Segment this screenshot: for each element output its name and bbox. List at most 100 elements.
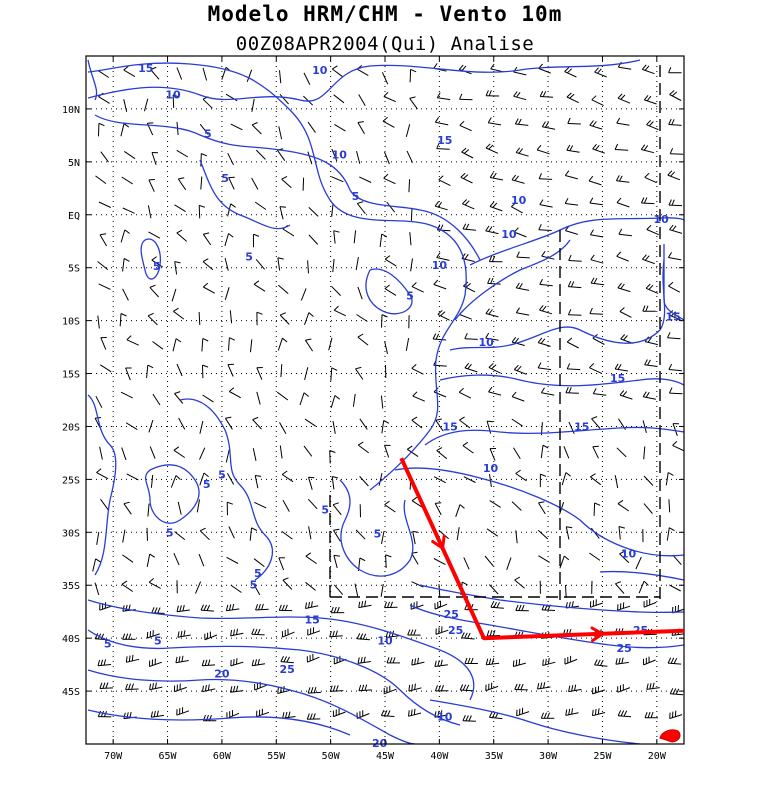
wind-barb-feather — [493, 601, 497, 608]
wind-barb — [668, 124, 682, 126]
wind-barb — [384, 341, 388, 355]
wind-barb — [463, 476, 476, 483]
wind-barb — [202, 394, 214, 403]
wind-barb — [121, 583, 134, 592]
wind-barb — [618, 233, 632, 237]
wind-barb — [173, 310, 185, 320]
wind-barb-feather — [594, 708, 597, 716]
wind-barb-feather — [488, 386, 493, 393]
wind-barb-feather — [669, 387, 673, 394]
wind-barb-feather — [462, 684, 467, 691]
wind-barb — [539, 204, 553, 208]
wind-barb-feather — [411, 496, 418, 502]
wind-barb-feather — [178, 656, 181, 663]
wind-barb-feather — [514, 337, 519, 344]
wind-barb-feather — [156, 710, 159, 717]
wind-barb-feather — [277, 257, 284, 260]
wind-barb-feather — [597, 68, 602, 74]
wind-barb-feather — [542, 659, 544, 666]
contour-label: 10 — [654, 213, 670, 226]
wind-barb-feather — [98, 122, 105, 127]
wind-barb — [279, 422, 287, 434]
wind-barb-feather — [126, 335, 132, 341]
wind-barb — [252, 419, 262, 430]
wind-barb — [411, 286, 424, 293]
wind-barb — [540, 96, 554, 98]
wind-barb-feather — [122, 633, 126, 640]
contour-label: 5 — [153, 260, 161, 273]
wind-barb — [513, 447, 521, 460]
wind-barb-feather — [257, 658, 260, 665]
wind-barb — [386, 201, 396, 213]
wind-barb-feather — [202, 685, 204, 692]
wind-barb — [619, 553, 630, 564]
wind-barb — [199, 447, 206, 460]
wind-barb — [254, 501, 267, 509]
wind-barb — [200, 176, 203, 190]
contour-label: 10 — [377, 635, 393, 648]
wind-barb-feather — [204, 659, 208, 666]
wind-barb — [409, 98, 418, 110]
wind-barb — [515, 123, 529, 126]
wind-barb-feather — [147, 312, 154, 317]
contour-label: 15 — [665, 311, 680, 324]
wind-barb-feather — [229, 337, 236, 341]
lat-tick-label: 45S — [62, 687, 80, 698]
wind-barb — [539, 309, 553, 315]
wind-barb-feather — [570, 281, 575, 288]
wind-barb — [433, 558, 446, 566]
wind-barb-feather — [331, 367, 338, 371]
wind-barb — [178, 417, 186, 430]
wind-barb — [147, 205, 152, 219]
wind-barb — [459, 314, 472, 320]
wind-barb — [434, 503, 442, 516]
wind-barb-feather — [461, 253, 466, 259]
wind-barb-feather — [310, 687, 314, 694]
wind-barb-feather — [203, 604, 208, 611]
wind-barb-feather — [513, 364, 519, 370]
wind-barb — [384, 258, 397, 267]
wind-barb — [254, 684, 267, 691]
wind-barb — [638, 581, 645, 594]
contour-label: 10 — [478, 336, 494, 349]
wind-barb-feather — [386, 657, 390, 664]
wind-barb-feather — [461, 581, 468, 586]
wind-barb — [566, 341, 579, 349]
lon-tick-label: 40W — [430, 751, 449, 762]
wind-barb — [385, 554, 387, 568]
wind-barb — [459, 124, 472, 132]
wind-barb — [333, 530, 341, 542]
lon-tick-label: 60W — [213, 751, 232, 762]
wind-barb — [228, 337, 230, 351]
wind-barb — [100, 151, 109, 163]
wind-barb-feather — [438, 175, 444, 181]
wind-barb — [515, 152, 529, 157]
wind-barb — [200, 153, 202, 167]
wind-barbs-strong — [94, 599, 684, 722]
wind-barb-feather — [254, 659, 257, 666]
wind-barb — [356, 314, 368, 322]
wind-barb-feather — [410, 709, 413, 716]
wind-barb — [433, 391, 447, 398]
wind-barb-feather — [251, 628, 255, 635]
wind-barb-feather — [485, 308, 490, 314]
wind-barb-feather — [157, 607, 161, 614]
wind-barb — [384, 151, 390, 165]
wind-barb — [147, 503, 150, 517]
wind-barb — [538, 367, 552, 371]
wind-barb-feather — [567, 68, 573, 74]
wind-barb-feather — [96, 468, 102, 473]
wind-barb-feather — [592, 388, 597, 394]
wind-barb-feather — [614, 363, 619, 370]
wind-barb-feather — [537, 337, 543, 343]
wind-barb — [151, 152, 157, 165]
lat-tick-label: 10N — [62, 105, 80, 116]
wind-barb-feather — [644, 359, 648, 366]
wind-barb — [618, 66, 632, 70]
wind-barb — [644, 99, 657, 105]
wind-barb-feather — [485, 658, 489, 665]
wind-barb — [615, 149, 629, 151]
wind-barb — [513, 95, 527, 101]
wind-barb-feather — [173, 307, 179, 312]
wind-barb — [668, 314, 681, 321]
